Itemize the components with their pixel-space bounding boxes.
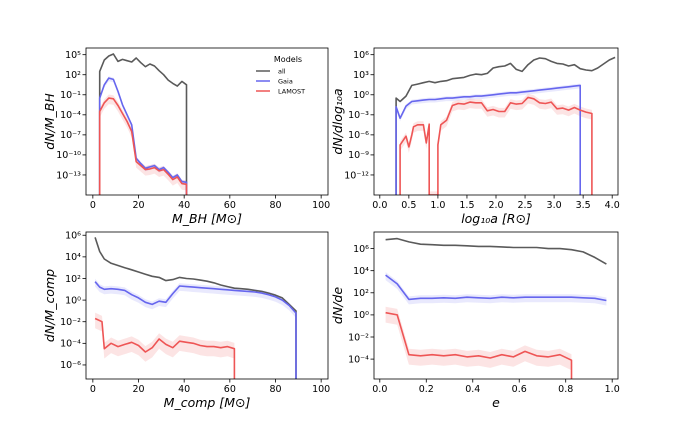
y-tick-label: 10⁰ bbox=[353, 310, 369, 321]
y-axis-label: dN/M_comp bbox=[42, 269, 57, 342]
series-line-gaia bbox=[98, 77, 188, 195]
y-tick-label: 10⁻⁴ bbox=[348, 354, 369, 365]
x-axis-label: M_comp [M⊙] bbox=[164, 395, 251, 410]
x-tick-label: 2.0 bbox=[488, 200, 503, 211]
x-tick-label: 100 bbox=[312, 384, 330, 395]
panel-sep: 0.0 0.5 1.0 1.5 2.0 2.5 3.0 3.5 4.0 10⁶ 10³ 10⁰ 10⁻³… bbox=[330, 47, 620, 226]
series-line-lamost bbox=[94, 317, 236, 379]
y-tick-label: 10⁻³ bbox=[348, 110, 369, 121]
x-axis-label: M_BH [M⊙] bbox=[172, 211, 242, 226]
y-tick-label: 10⁻² bbox=[60, 317, 81, 328]
y-tick-label: 10⁶ bbox=[353, 50, 369, 61]
axes-frame bbox=[373, 231, 619, 380]
series-line-all bbox=[395, 56, 616, 195]
x-tick-label: 60 bbox=[224, 384, 236, 395]
x-tick-label: 0.5 bbox=[401, 200, 416, 211]
y-tick-label: 10⁻⁴ bbox=[60, 339, 81, 350]
x-axis-label: log₁₀a [R⊙] bbox=[461, 211, 531, 226]
x-tick-label: 2.5 bbox=[517, 200, 532, 211]
legend: Models all Gaia LAMOST bbox=[256, 55, 305, 96]
series-line-gaia bbox=[94, 281, 297, 379]
legend-entry-lamost: LAMOST bbox=[278, 88, 305, 96]
x-tick-label: 4.0 bbox=[605, 200, 620, 211]
x-tick-label: 20 bbox=[132, 200, 144, 211]
y-tick-label: 10² bbox=[353, 288, 369, 299]
x-tick-label: 1.5 bbox=[459, 200, 474, 211]
y-tick-label: 10⁵ bbox=[65, 50, 81, 61]
x-tick-label: 1.0 bbox=[605, 384, 620, 395]
plot-area-sep bbox=[395, 56, 616, 195]
x-tick-label: 40 bbox=[178, 200, 190, 211]
y-tick-label: 10⁻² bbox=[348, 332, 369, 343]
x-tick-label: 0 bbox=[90, 384, 96, 395]
plot-area-ecc bbox=[385, 237, 607, 379]
legend-entry-gaia: Gaia bbox=[278, 78, 293, 86]
band-lamost bbox=[95, 312, 235, 379]
panel-mcomp: 0 20 40 60 80 100 10⁶ 10⁴ 10² 10⁰ 10⁻² 10⁻⁴ 10⁻⁶ M_co… bbox=[42, 231, 330, 410]
series-line-all bbox=[94, 237, 297, 379]
band-lamost bbox=[385, 306, 572, 379]
x-tick-label: 3.0 bbox=[547, 200, 562, 211]
y-tick-label: 10⁻¹ bbox=[60, 90, 81, 101]
series-line-gaia bbox=[385, 274, 607, 302]
plot-area-mbh bbox=[98, 53, 188, 195]
y-axis-label: dN/de bbox=[330, 287, 345, 324]
x-axis-label: e bbox=[492, 395, 500, 410]
series-line-all bbox=[385, 237, 607, 265]
band-lamost bbox=[400, 93, 592, 195]
x-tick-label: 80 bbox=[269, 384, 281, 395]
x-tick-label: 0.8 bbox=[558, 384, 573, 395]
series-line-lamost bbox=[98, 97, 188, 195]
x-tick-label: 0.4 bbox=[465, 384, 480, 395]
y-tick-label: 10² bbox=[65, 274, 81, 285]
axes-frame bbox=[85, 47, 329, 196]
panel-ecc: 0.0 0.2 0.4 0.6 0.8 1.0 10⁶ 10⁴ 10² 10⁰ 10⁻² 10⁻⁴ e d… bbox=[330, 231, 620, 410]
y-tick-label: 10² bbox=[65, 70, 81, 81]
y-tick-label: 10⁶ bbox=[353, 244, 369, 255]
panel-mbh: 0 20 40 60 80 100 10⁵ 10² 10⁻¹ 10⁻⁴ 10⁻⁷ 10⁻¹⁰ 10⁻¹³… bbox=[42, 47, 330, 226]
y-tick-label: 10³ bbox=[353, 70, 369, 81]
y-tick-label: 10⁻⁴ bbox=[60, 110, 81, 121]
x-tick-label: 100 bbox=[312, 200, 330, 211]
y-tick-label: 10⁻⁶ bbox=[60, 360, 81, 371]
y-tick-label: 10⁶ bbox=[65, 231, 81, 242]
plot-area-mcomp bbox=[94, 237, 297, 379]
band-gaia bbox=[385, 272, 607, 306]
axes-frame bbox=[373, 47, 619, 196]
series-line-all bbox=[98, 53, 188, 195]
x-tick-label: 80 bbox=[269, 200, 281, 211]
y-tick-label: 10⁻¹³ bbox=[56, 170, 81, 181]
x-tick-label: 0 bbox=[90, 200, 96, 211]
y-axis-label: dN/M_BH bbox=[42, 93, 57, 150]
y-axis-label: dN/dlog₁₀a bbox=[330, 88, 345, 154]
x-tick-label: 0.0 bbox=[372, 384, 387, 395]
y-tick-label: 10⁴ bbox=[353, 266, 369, 277]
axes-frame bbox=[85, 231, 329, 380]
x-tick-label: 0.0 bbox=[372, 200, 387, 211]
x-tick-label: 40 bbox=[178, 384, 190, 395]
y-tick-label: 10⁰ bbox=[353, 90, 369, 101]
y-tick-label: 10⁻¹⁰ bbox=[56, 150, 81, 161]
series-line-gaia bbox=[395, 84, 582, 195]
y-tick-label: 10⁻⁷ bbox=[60, 130, 81, 141]
x-tick-label: 3.5 bbox=[576, 200, 591, 211]
x-tick-label: 1.0 bbox=[430, 200, 445, 211]
y-tick-label: 10⁰ bbox=[65, 295, 81, 306]
x-tick-label: 0.2 bbox=[419, 384, 434, 395]
series-line-lamost bbox=[399, 96, 593, 195]
y-tick-label: 10⁻⁶ bbox=[348, 130, 369, 141]
x-tick-label: 0.6 bbox=[512, 384, 527, 395]
band-gaia bbox=[95, 278, 296, 379]
x-tick-label: 60 bbox=[224, 200, 236, 211]
legend-entry-all: all bbox=[278, 68, 286, 76]
series-line-lamost bbox=[385, 311, 573, 379]
y-tick-label: 10⁻¹² bbox=[344, 170, 369, 181]
legend-title: Models bbox=[274, 55, 302, 64]
x-tick-label: 20 bbox=[132, 384, 144, 395]
y-tick-label: 10⁻⁹ bbox=[348, 150, 369, 161]
y-tick-label: 10⁴ bbox=[65, 252, 81, 263]
